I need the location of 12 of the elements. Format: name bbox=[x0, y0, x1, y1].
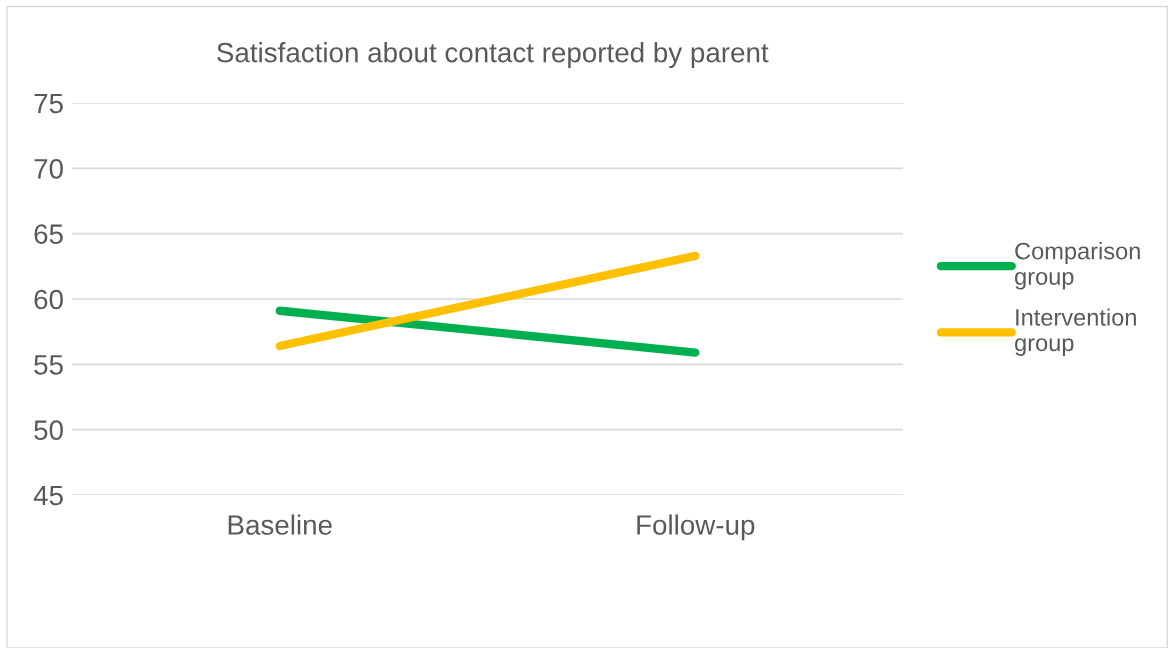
chart-title: Satisfaction about contact reported by parent bbox=[217, 42, 769, 68]
x-tick-label: Baseline bbox=[228, 514, 332, 535]
y-tick-label: 55 bbox=[34, 355, 63, 375]
y-tick-label: 45 bbox=[33, 485, 63, 506]
y-tick-label: 50 bbox=[34, 420, 63, 441]
y-tick-label: 60 bbox=[34, 289, 63, 310]
y-tick-label: 70 bbox=[34, 159, 63, 179]
legend-label: Comparison group bbox=[1015, 242, 1140, 290]
legend-label: Intervention group bbox=[1015, 308, 1136, 356]
x-tick-label: Follow-up bbox=[637, 514, 755, 541]
y-tick-label: 65 bbox=[34, 224, 63, 245]
y-tick-label: 75 bbox=[34, 93, 63, 114]
